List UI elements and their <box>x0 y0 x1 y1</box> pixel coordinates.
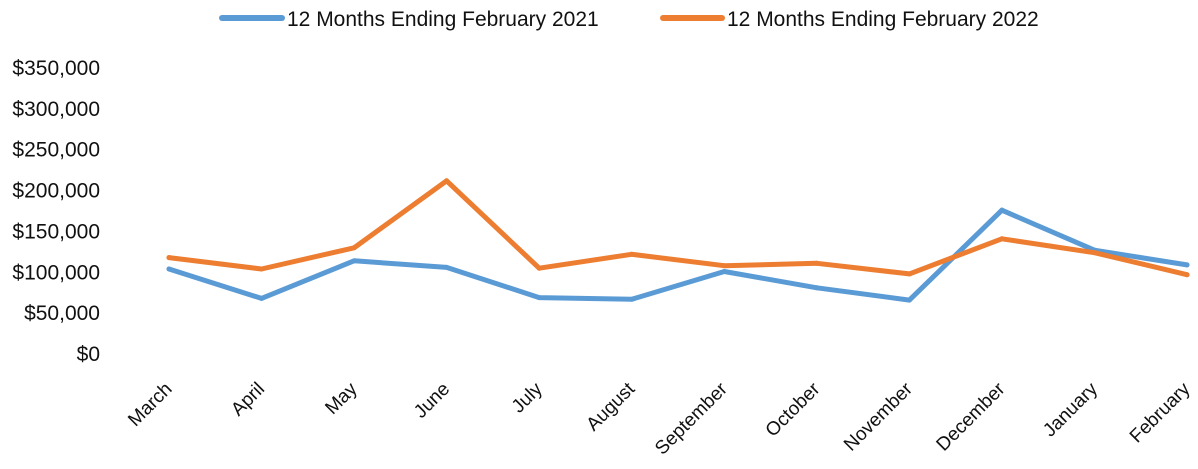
data-point <box>629 296 635 302</box>
y-tick-label: $150,000 <box>12 220 100 243</box>
data-point <box>906 271 912 277</box>
x-tick-label: November <box>840 378 917 455</box>
data-point <box>536 265 542 271</box>
x-tick-label: January <box>1039 378 1102 441</box>
series-line-1 <box>166 207 1190 303</box>
data-point <box>1184 262 1190 268</box>
data-point <box>814 260 820 266</box>
data-point <box>721 263 727 269</box>
x-tick-label: October <box>762 378 825 441</box>
data-point <box>906 297 912 303</box>
data-point <box>536 295 542 301</box>
y-axis: $0 $50,000 $100,000 $150,000 $200,000 $250,00… <box>12 57 100 366</box>
data-point <box>999 207 1005 213</box>
x-tick-label: December <box>933 378 1010 455</box>
x-tick-label: August <box>583 378 640 435</box>
data-point <box>1184 272 1190 278</box>
y-tick-label: $50,000 <box>24 302 100 325</box>
data-point <box>259 295 265 301</box>
x-tick-label: March <box>124 379 176 431</box>
data-point <box>721 268 727 274</box>
data-point <box>444 178 450 184</box>
x-tick-label: February <box>1126 378 1195 447</box>
x-tick-label: April <box>227 379 269 421</box>
y-tick-label: $100,000 <box>12 261 100 284</box>
data-point <box>814 285 820 291</box>
x-tick-label: May <box>321 378 362 419</box>
data-point <box>999 236 1005 242</box>
x-tick-label: July <box>508 378 547 417</box>
data-point <box>351 258 357 264</box>
y-tick-label: $250,000 <box>12 139 100 162</box>
legend-label-1: 12 Months Ending February 2021 <box>287 8 599 31</box>
data-point <box>166 255 172 261</box>
legend-label-2: 12 Months Ending February 2022 <box>727 8 1039 31</box>
y-tick-label: $300,000 <box>12 98 100 121</box>
data-point <box>1091 250 1097 256</box>
data-point <box>629 251 635 257</box>
x-tick-label: June <box>410 379 454 423</box>
data-point <box>444 264 450 270</box>
x-tick-label: September <box>651 378 732 459</box>
y-tick-label: $200,000 <box>12 180 100 203</box>
y-tick-label: $350,000 <box>12 57 100 80</box>
legend: 12 Months Ending February 2021 12 Months … <box>219 8 1039 31</box>
data-point <box>166 266 172 272</box>
series-area <box>166 178 1190 303</box>
y-tick-label: $0 <box>77 343 100 366</box>
series-line-2 <box>166 178 1190 278</box>
x-axis: March April May June July August September Octo… <box>124 378 1195 459</box>
data-point <box>259 266 265 272</box>
data-point <box>351 245 357 251</box>
